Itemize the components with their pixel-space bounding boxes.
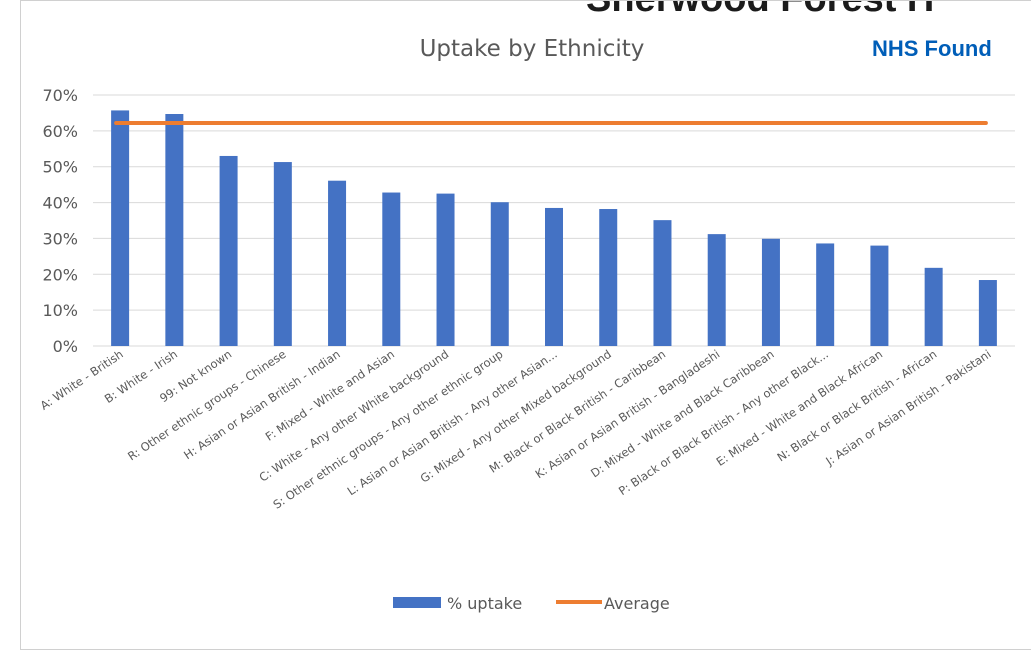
bar <box>436 193 455 346</box>
bar <box>328 180 347 346</box>
organization-title: Sherwood Forest H <box>586 0 934 21</box>
legend: % uptake Average <box>393 594 670 613</box>
y-tick-label: 0% <box>53 337 78 356</box>
bar <box>870 245 889 346</box>
legend-swatch-uptake <box>393 597 441 608</box>
y-tick-label: 40% <box>42 194 78 213</box>
uptake-chart: Uptake by Ethnicity 0% 10% 20% 30% 40% 50% 60%… <box>38 36 1015 613</box>
legend-label-uptake: % uptake <box>447 594 522 613</box>
bar <box>816 243 835 346</box>
y-tick-label: 10% <box>42 301 78 320</box>
x-tick-label: G: Mixed - Any other Mixed background <box>418 347 614 486</box>
bar <box>599 209 618 346</box>
bar <box>273 162 292 346</box>
bar <box>545 207 563 346</box>
bar <box>761 238 780 346</box>
bar <box>978 280 997 346</box>
y-axis-ticks: 0% 10% 20% 30% 40% 50% 60% 70% <box>42 86 78 356</box>
legend-label-average: Average <box>604 594 670 613</box>
bar <box>165 114 184 346</box>
bar <box>490 202 509 346</box>
chart-title: Uptake by Ethnicity <box>420 36 645 62</box>
y-tick-label: 30% <box>42 229 78 248</box>
y-tick-label: 70% <box>42 86 78 105</box>
y-tick-label: 50% <box>42 158 78 177</box>
bars <box>111 110 997 346</box>
bar <box>382 192 401 346</box>
y-tick-label: 60% <box>42 122 78 141</box>
organization-subtitle: NHS Found <box>872 36 992 61</box>
bar <box>219 155 238 346</box>
bar <box>924 267 943 346</box>
bar <box>707 234 726 346</box>
y-tick-label: 20% <box>42 265 78 284</box>
bar <box>111 110 130 346</box>
bar <box>653 220 672 346</box>
